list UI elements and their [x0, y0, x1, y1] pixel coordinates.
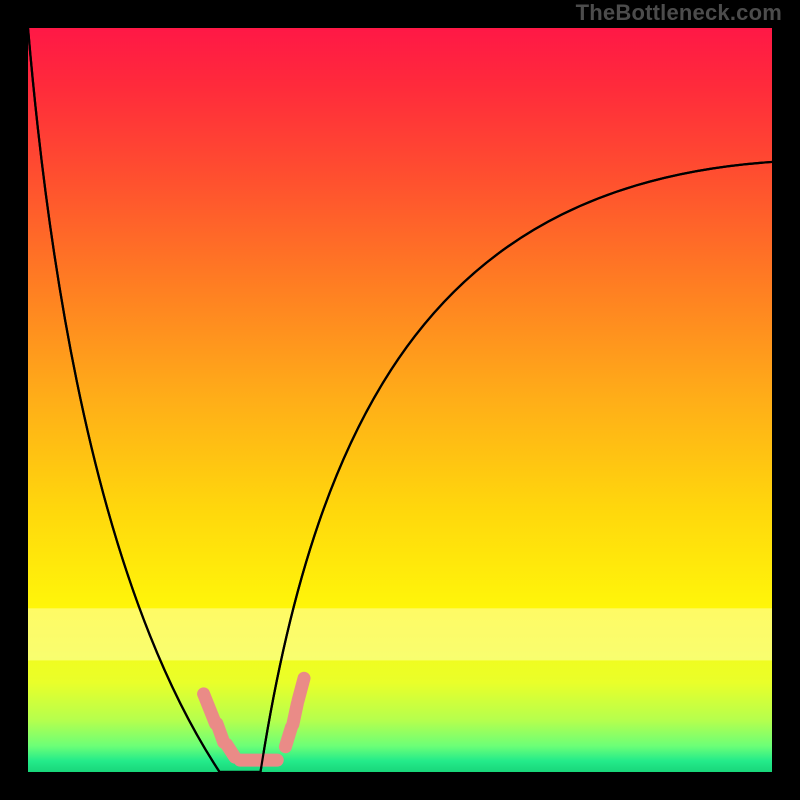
- curve-marker: [227, 744, 235, 757]
- bottleneck-chart: [0, 0, 800, 800]
- pale-band: [28, 608, 772, 660]
- curve-marker: [298, 678, 304, 700]
